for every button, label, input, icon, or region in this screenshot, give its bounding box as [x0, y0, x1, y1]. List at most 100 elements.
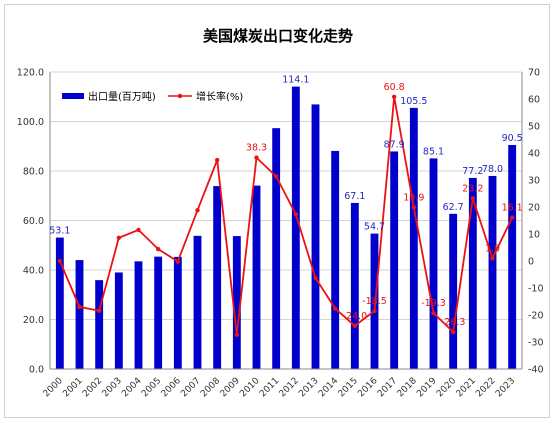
x-tick-2004: 2004 [120, 376, 143, 399]
growth-label-2017: 60.8 [384, 82, 405, 93]
legend-bar-swatch [62, 93, 84, 99]
bar-2008 [213, 186, 222, 369]
x-tick-2008: 2008 [199, 376, 222, 399]
growth-label-2019: -19.3 [421, 298, 446, 309]
bar-label-2019: 85.1 [423, 146, 444, 157]
line-layer [57, 94, 515, 337]
growth-point-2022 [490, 256, 495, 261]
y-right-tick: -30 [528, 338, 544, 349]
y-left-tick: 0.0 [29, 365, 44, 376]
y-right-tick: 50 [528, 122, 540, 133]
growth-point-2001 [77, 304, 82, 310]
bar-2018 [409, 107, 418, 369]
x-tick-2009: 2009 [219, 376, 242, 399]
bar-2020 [449, 213, 458, 369]
x-tick-2023: 2023 [494, 376, 517, 399]
bar-2022 [488, 175, 497, 369]
growth-point-2023 [509, 215, 515, 220]
x-tick-2015: 2015 [337, 376, 360, 399]
growth-label-2021: 23.2 [462, 183, 483, 194]
bar-2013 [311, 104, 320, 370]
growth-point-2006 [175, 259, 181, 264]
bar-2015 [350, 202, 359, 369]
x-tick-2014: 2014 [317, 376, 340, 399]
growth-point-2009 [234, 332, 240, 337]
bar-label-2012: 114.1 [282, 75, 309, 86]
growth-point-2008 [214, 157, 220, 163]
legend: 出口量(百万吨) 增长率(%) [62, 90, 243, 103]
x-tick-2010: 2010 [238, 376, 261, 399]
bar-2006 [173, 256, 182, 369]
growth-label-2018: 19.9 [403, 192, 424, 203]
growth-point-2003 [116, 235, 122, 240]
bar-label-2020: 62.7 [443, 202, 464, 213]
bar-2001 [75, 260, 84, 369]
growth-label-2010: 38.3 [246, 143, 267, 154]
chart-title: 美国煤炭出口变化走势 [202, 27, 353, 45]
bar-2017 [390, 151, 399, 369]
x-tick-2005: 2005 [140, 376, 163, 399]
legend-line-marker [177, 93, 183, 99]
legend-line-label: 增长率(%) [196, 90, 243, 103]
growth-line [58, 96, 514, 335]
y-right-tick: 20 [528, 203, 540, 214]
x-tick-2006: 2006 [160, 376, 183, 399]
y-right-tick: 60 [528, 95, 540, 106]
y-right-tick: 0 [528, 257, 534, 268]
bar-2012 [291, 86, 300, 369]
bar-2007 [193, 235, 202, 369]
bar-2023 [508, 145, 517, 369]
x-tick-2000: 2000 [42, 376, 65, 399]
y-left-tick: 60.0 [23, 216, 44, 227]
y-left-tick: 100.0 [17, 117, 44, 128]
x-tick-2002: 2002 [81, 376, 104, 399]
bar-2009 [232, 236, 241, 369]
bar-label-2021: 77.2 [462, 166, 483, 177]
bar-2002 [95, 280, 104, 369]
bar-label-2018: 105.5 [400, 96, 427, 107]
growth-point-2005 [155, 246, 161, 252]
legend-bar-label: 出口量(百万吨) [88, 90, 156, 103]
bar-2019 [429, 158, 438, 369]
x-tick-2018: 2018 [396, 376, 419, 399]
bar-label-2017: 87.9 [384, 139, 405, 150]
x-tick-2011: 2011 [258, 376, 281, 399]
y-right-tick: -40 [528, 365, 544, 376]
growth-point-2020 [450, 329, 456, 335]
x-tick-2020: 2020 [435, 376, 458, 399]
growth-point-2018 [411, 205, 417, 210]
y-right-tick: 30 [528, 176, 540, 187]
x-tick-2022: 2022 [474, 376, 497, 399]
bar-2000 [55, 237, 64, 369]
x-tick-2016: 2016 [356, 376, 379, 399]
x-tick-2007: 2007 [179, 376, 202, 399]
x-tick-2019: 2019 [415, 376, 438, 399]
bar-2011 [272, 128, 281, 369]
y-left-tick: 80.0 [23, 167, 44, 178]
growth-point-2007 [195, 208, 200, 213]
growth-label-2020: -26.3 [441, 317, 466, 328]
growth-point-2021 [470, 196, 476, 201]
growth-point-2016 [372, 308, 377, 314]
x-tick-2003: 2003 [101, 376, 124, 399]
y-right-tick: -10 [528, 284, 544, 295]
y-right-tick: 40 [528, 149, 540, 160]
growth-point-2019 [431, 310, 436, 316]
y-left-tick: 40.0 [23, 266, 44, 277]
x-tick-2012: 2012 [278, 376, 301, 399]
y-right-tick: 70 [528, 68, 540, 79]
growth-point-2010 [254, 155, 259, 160]
x-tick-2013: 2013 [297, 376, 320, 399]
bar-2003 [114, 272, 123, 369]
growth-point-2004 [136, 227, 141, 233]
y-left-tick: 120.0 [17, 68, 44, 79]
bar-2021 [468, 177, 477, 369]
growth-point-2012 [293, 212, 299, 217]
bar-label-2023: 90.5 [502, 133, 523, 144]
x-tick-2001: 2001 [61, 376, 84, 399]
growth-point-2017 [391, 94, 397, 100]
bar-label-2015: 67.1 [344, 191, 365, 202]
x-tick-2017: 2017 [376, 376, 399, 399]
bar-2014 [331, 150, 340, 369]
